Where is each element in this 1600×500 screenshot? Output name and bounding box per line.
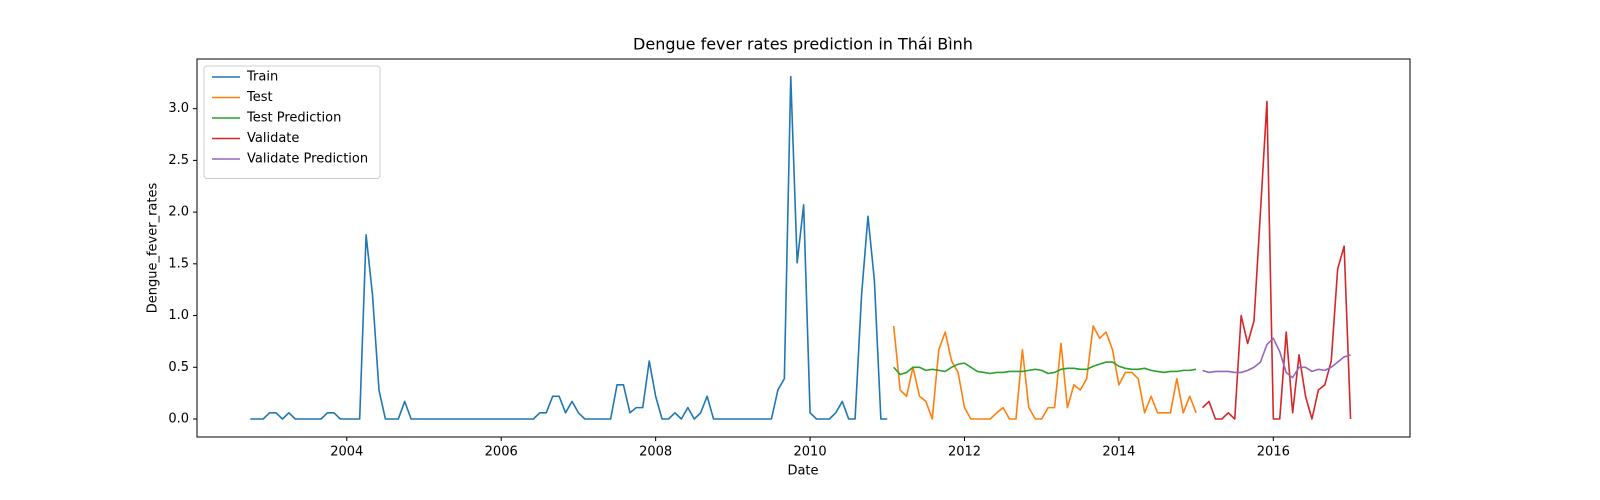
y-tick-label: 0.5 bbox=[168, 360, 189, 375]
series-line bbox=[892, 325, 1197, 420]
y-tick-label: 0.0 bbox=[168, 412, 189, 427]
legend-frame bbox=[203, 65, 381, 179]
x-axis-label: Date bbox=[787, 464, 818, 479]
y-tick-label: 3.0 bbox=[168, 101, 189, 116]
x-tick-label: 2012 bbox=[948, 445, 981, 460]
series-line bbox=[893, 361, 1197, 376]
x-tick-label: 2004 bbox=[330, 445, 363, 460]
legend-label: Validate Prediction bbox=[247, 152, 368, 167]
legend-label: Validate bbox=[247, 131, 299, 146]
x-tick-label: 2010 bbox=[794, 445, 827, 460]
y-tick-label: 1.0 bbox=[168, 308, 189, 323]
y-tick-label: 2.5 bbox=[168, 153, 189, 168]
axes-frame bbox=[196, 58, 1411, 438]
series-line bbox=[1201, 100, 1352, 420]
legend-label: Test Prediction bbox=[246, 111, 341, 126]
x-tick-label: 2008 bbox=[639, 445, 672, 460]
legend: Train Test Test Prediction Validate Validate… bbox=[203, 65, 381, 179]
chart-title: Dengue fever rates prediction in Thái Bì… bbox=[633, 35, 973, 54]
x-tick-label: 2006 bbox=[485, 445, 518, 460]
x-tick-label: 2014 bbox=[1102, 445, 1135, 460]
y-tick-label: 2.0 bbox=[168, 205, 189, 220]
series-line bbox=[1202, 337, 1351, 379]
series-line bbox=[250, 75, 888, 420]
y-axis-label: Dengue_fever_rates bbox=[146, 183, 161, 314]
legend-label: Test bbox=[246, 90, 273, 105]
y-tick-label: 1.5 bbox=[168, 256, 189, 271]
x-tick-label: 2016 bbox=[1257, 445, 1290, 460]
legend-label: Train bbox=[246, 70, 278, 85]
